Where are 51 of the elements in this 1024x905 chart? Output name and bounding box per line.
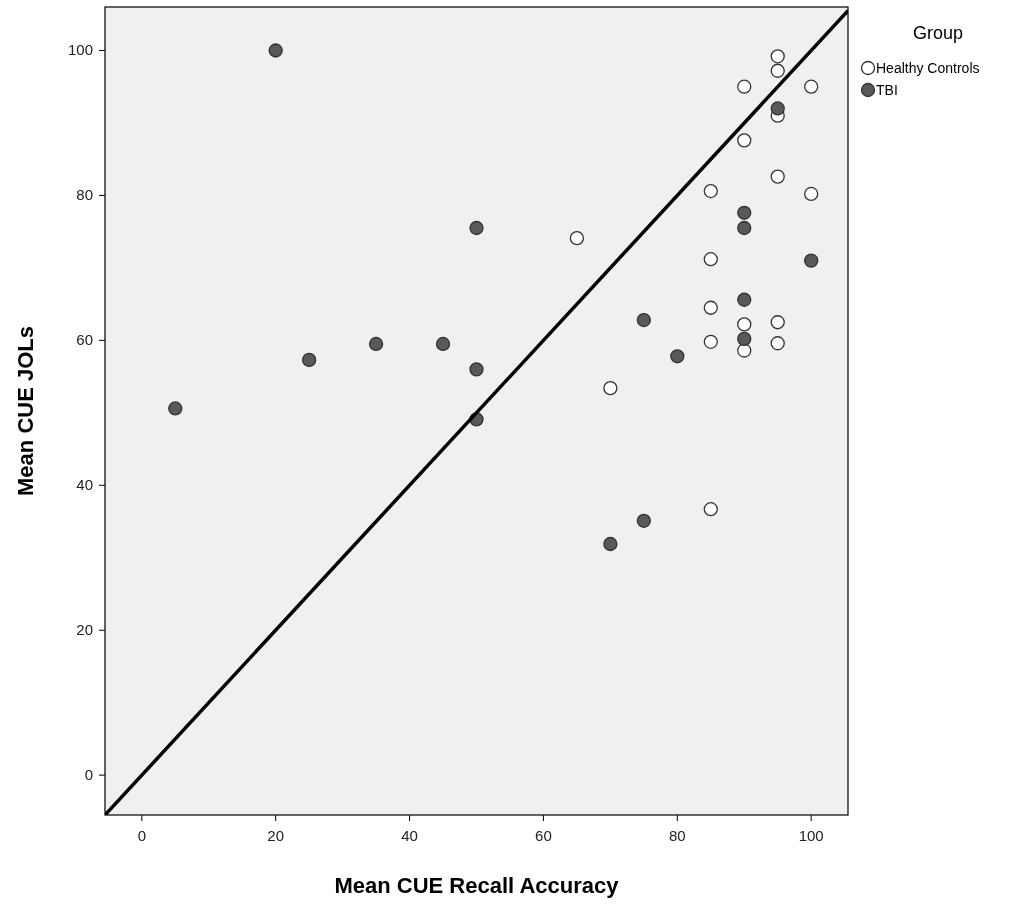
- point: [703, 252, 718, 267]
- point: [703, 300, 718, 315]
- x-tick-label: 60: [535, 827, 552, 844]
- point: [636, 312, 651, 328]
- point: [737, 133, 752, 148]
- legend-title: Group: [912, 23, 964, 43]
- point: [703, 334, 718, 349]
- point: [268, 43, 283, 58]
- point: [770, 63, 785, 78]
- point: [770, 336, 785, 351]
- y-tick-label: 40: [76, 476, 93, 494]
- x-tick-label: 80: [668, 827, 686, 844]
- legend-label: TBI: [876, 82, 898, 98]
- y-tick-label: 100: [67, 41, 93, 59]
- point: [770, 101, 785, 116]
- x-tick-label: 20: [267, 827, 285, 844]
- y-tick-label: 60: [76, 331, 93, 349]
- point: [469, 220, 484, 236]
- point: [670, 349, 685, 364]
- point: [737, 317, 752, 332]
- point: [804, 186, 819, 202]
- point: [770, 169, 785, 184]
- point: [737, 292, 752, 307]
- point: [703, 183, 718, 199]
- point: [435, 336, 451, 352]
- x-tick-label: 40: [401, 827, 418, 844]
- y-tick-label: 20: [76, 621, 93, 639]
- point: [636, 513, 651, 528]
- point: [368, 336, 384, 352]
- y-tick-label: 80: [76, 186, 93, 204]
- point: [770, 49, 785, 64]
- point: [737, 205, 752, 220]
- x-axis-title: Mean CUE Recall Accuracy: [334, 873, 620, 898]
- point: [168, 401, 183, 416]
- point: [737, 220, 752, 236]
- x-tick-label: 0: [137, 827, 146, 844]
- point: [603, 536, 618, 552]
- point: [804, 79, 819, 94]
- point: [302, 352, 317, 368]
- point: [804, 253, 819, 268]
- point: [737, 79, 752, 94]
- point: [469, 362, 484, 377]
- point: [737, 331, 752, 347]
- y-axis-title: Mean CUE JOLs: [13, 326, 38, 496]
- legend-label: Healthy Controls: [876, 60, 980, 76]
- y-tick-label: 0: [84, 766, 93, 784]
- point: [603, 381, 618, 396]
- x-tick-label: 100: [798, 827, 824, 844]
- point: [703, 502, 718, 517]
- point: [770, 315, 785, 330]
- point: [569, 231, 585, 246]
